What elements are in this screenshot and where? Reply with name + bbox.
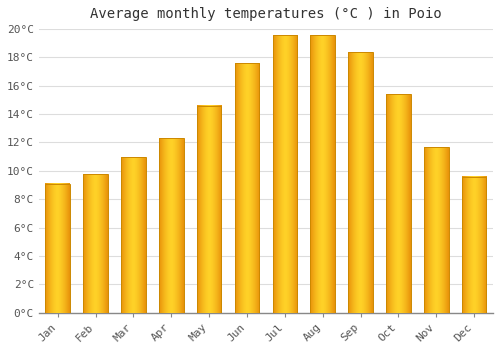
Bar bbox=[386, 94, 410, 313]
Bar bbox=[121, 157, 146, 313]
Bar bbox=[272, 35, 297, 313]
Bar bbox=[46, 184, 70, 313]
Bar bbox=[462, 176, 486, 313]
Title: Average monthly temperatures (°C ) in Poio: Average monthly temperatures (°C ) in Po… bbox=[90, 7, 442, 21]
Bar bbox=[197, 106, 222, 313]
Bar bbox=[84, 174, 108, 313]
Bar bbox=[424, 147, 448, 313]
Bar bbox=[159, 138, 184, 313]
Bar bbox=[234, 63, 260, 313]
Bar bbox=[310, 35, 335, 313]
Bar bbox=[348, 52, 373, 313]
